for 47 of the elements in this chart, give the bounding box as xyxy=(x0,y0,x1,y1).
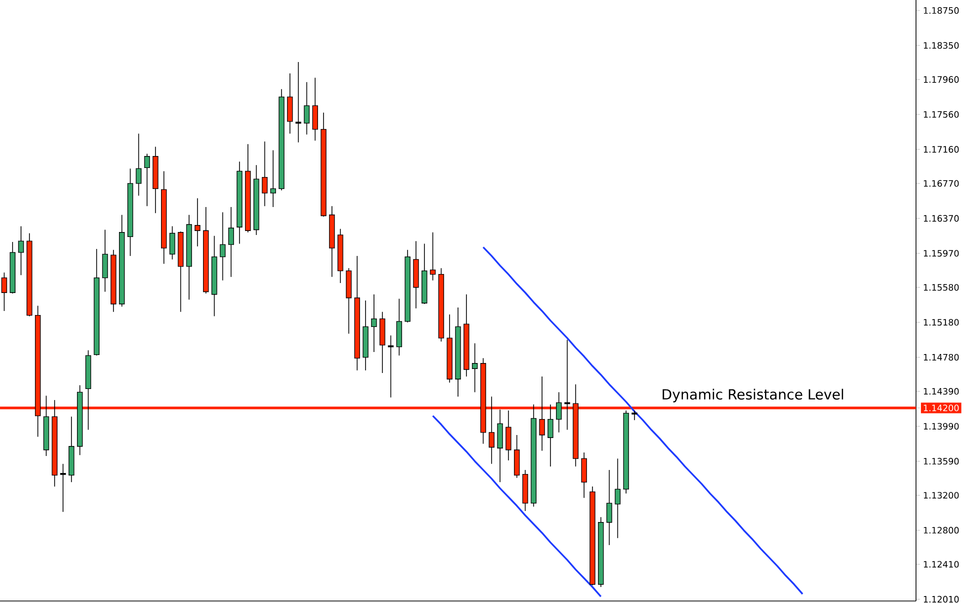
candlestick xyxy=(1,272,8,312)
y-tick-label: 1.18750 xyxy=(924,7,959,14)
ref-line-label: Dynamic Resistance Level xyxy=(662,388,844,402)
candlestick xyxy=(262,141,268,207)
candlestick xyxy=(556,392,562,433)
candlestick xyxy=(371,294,377,352)
y-tick-label: 1.16370 xyxy=(924,215,959,222)
candlestick xyxy=(102,229,108,292)
candlestick xyxy=(548,404,554,467)
candlestick xyxy=(136,133,142,196)
candlestick xyxy=(564,339,570,430)
candlestick xyxy=(144,153,150,207)
candlestick xyxy=(60,463,66,512)
candlestick xyxy=(430,232,436,281)
line-series xyxy=(482,246,804,595)
y-tick-label: 1.14390 xyxy=(924,388,959,395)
y-tick-label: 1.12800 xyxy=(924,526,959,534)
y-tick-label: 1.14780 xyxy=(924,354,959,361)
candlestick xyxy=(614,458,621,538)
y-tick-label: 1.12010 xyxy=(924,596,959,603)
candlestick xyxy=(581,452,587,498)
candlestick xyxy=(632,410,638,421)
y-tick-label: 1.13590 xyxy=(924,458,959,465)
candlestick xyxy=(312,77,318,142)
candlestick xyxy=(388,335,394,398)
line-series xyxy=(432,414,602,598)
y-tick-label: 1.14200 xyxy=(924,404,959,412)
y-tick-label: 1.17160 xyxy=(924,146,959,153)
candlestick xyxy=(304,82,310,135)
y-tick-label: 1.17560 xyxy=(924,111,959,118)
y-tick-label: 1.18350 xyxy=(924,42,959,49)
candlestick xyxy=(472,342,478,393)
candlestick xyxy=(194,198,200,247)
candlestick xyxy=(606,470,612,546)
candlestick xyxy=(169,226,176,260)
y-tick-label: 1.16770 xyxy=(924,180,959,187)
y-tick-label: 1.15580 xyxy=(924,284,959,291)
y-tick-label: 1.13990 xyxy=(924,422,959,430)
y-tick-label: 1.12410 xyxy=(924,560,959,568)
y-tick-label: 1.17960 xyxy=(924,76,959,83)
y-tick-label: 1.15180 xyxy=(924,319,959,326)
candlestick xyxy=(228,206,234,278)
y-tick-label: 1.15970 xyxy=(924,250,959,257)
candlestick xyxy=(220,212,226,281)
y-tick-label: 1.13200 xyxy=(924,492,959,499)
candlestick xyxy=(18,226,24,276)
candlestick xyxy=(270,150,276,208)
